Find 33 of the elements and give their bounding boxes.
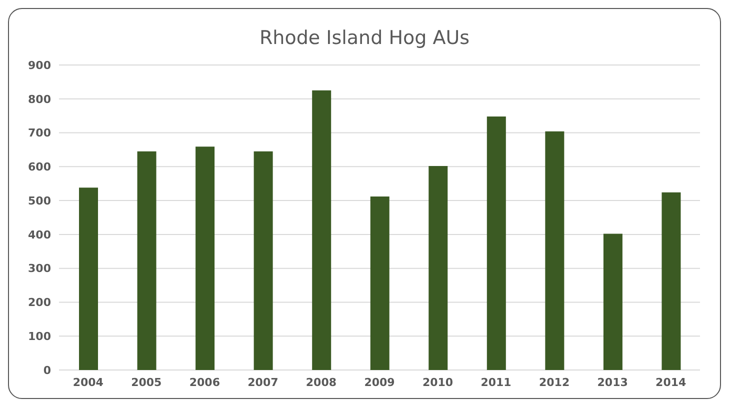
bar: [196, 146, 215, 370]
x-tick-label: 2004: [72, 376, 104, 389]
bar: [662, 192, 681, 370]
x-tick-label: 2010: [422, 376, 454, 389]
bar: [486, 116, 506, 370]
x-tick-label: 2009: [364, 376, 395, 389]
x-tick-label: 2005: [131, 376, 162, 389]
x-tick-label: 2013: [597, 376, 628, 389]
bar: [603, 234, 622, 370]
bar: [254, 151, 273, 370]
x-tick-label: 2006: [189, 376, 220, 389]
y-tick-label: 100: [28, 330, 52, 344]
x-tick-label: 2012: [539, 376, 570, 389]
y-tick-label: 0: [43, 364, 52, 377]
y-tick-label: 800: [28, 92, 52, 106]
chart-title: Rhode Island Hog AUs: [258, 27, 471, 51]
y-tick-label: 700: [28, 126, 52, 140]
y-tick-label: 200: [28, 296, 52, 310]
y-tick-label: 400: [28, 228, 52, 242]
bar: [312, 90, 332, 370]
y-tick-label: 600: [28, 160, 52, 174]
bar: [428, 166, 448, 370]
bar: [137, 151, 156, 370]
y-tick-label: 500: [28, 194, 52, 208]
y-tick-label: 900: [28, 58, 52, 72]
bar: [545, 131, 564, 370]
x-tick-label: 2007: [248, 376, 278, 389]
bar: [79, 188, 98, 370]
x-tick-label: 2011: [480, 376, 512, 389]
bar: [370, 196, 390, 370]
x-tick-label: 2008: [306, 376, 337, 389]
y-tick-label: 300: [28, 262, 52, 276]
x-tick-label: 2014: [656, 376, 687, 389]
